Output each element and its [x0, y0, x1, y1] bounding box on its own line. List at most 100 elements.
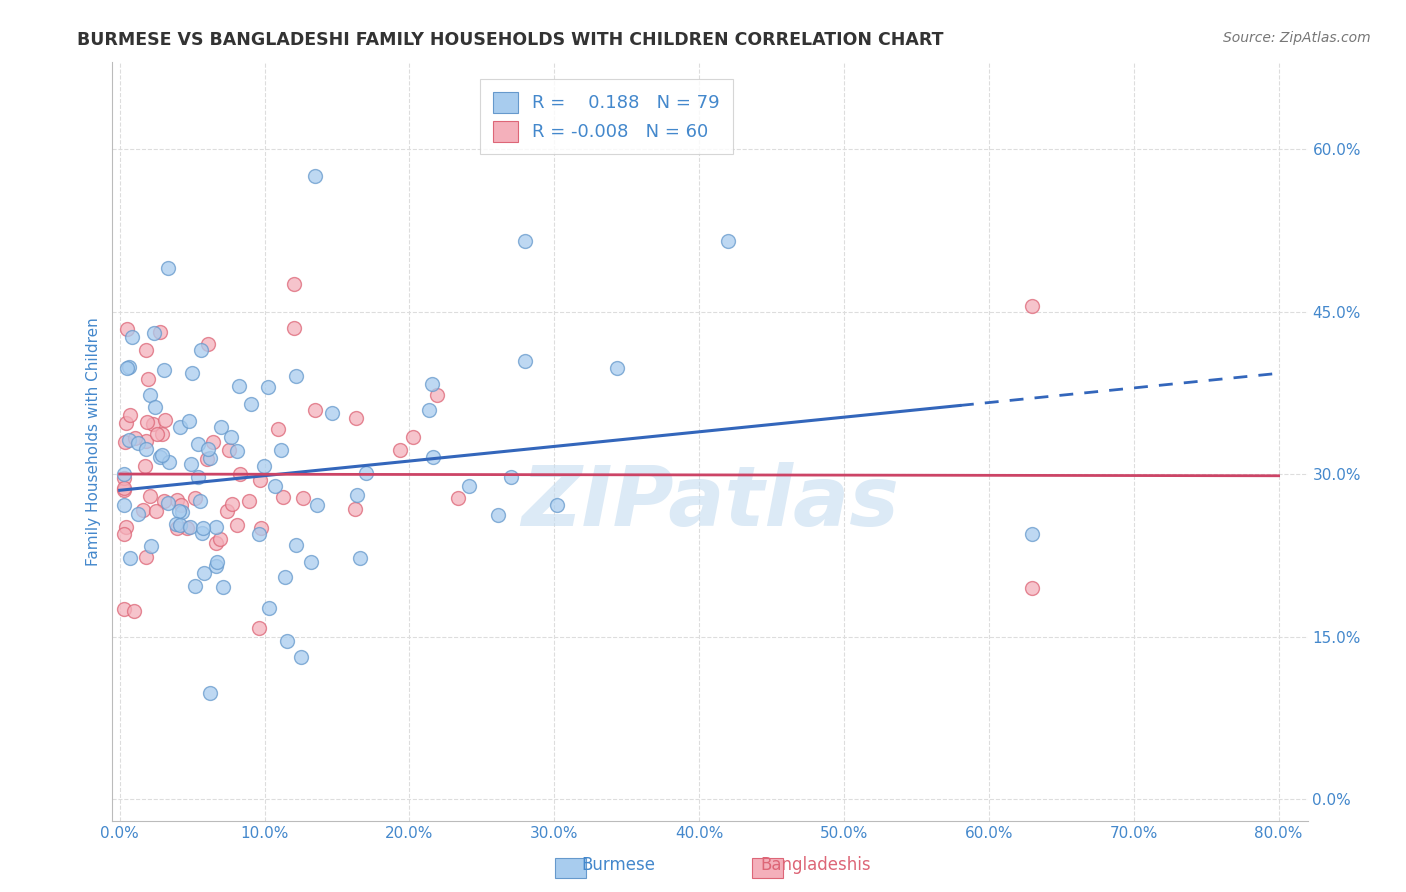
- Point: [112, 481, 135, 495]
- Point: [115, 520, 138, 534]
- Point: [266, 422, 288, 436]
- Point: [157, 455, 180, 469]
- Point: [121, 330, 143, 344]
- Point: [139, 489, 162, 503]
- Point: [285, 369, 308, 384]
- Point: [188, 494, 211, 508]
- Point: [135, 442, 157, 456]
- Point: [117, 433, 139, 447]
- Point: [118, 408, 141, 422]
- Point: [606, 361, 628, 376]
- Point: [191, 526, 214, 541]
- Point: [257, 380, 280, 394]
- Point: [112, 602, 135, 616]
- Point: [200, 686, 222, 700]
- Text: Source: ZipAtlas.com: Source: ZipAtlas.com: [1223, 31, 1371, 45]
- Text: ZIPatlas: ZIPatlas: [522, 462, 898, 542]
- Point: [321, 406, 343, 420]
- Point: [127, 507, 149, 521]
- Point: [136, 415, 159, 429]
- Point: [273, 490, 295, 504]
- Point: [290, 649, 312, 664]
- Point: [247, 621, 270, 635]
- Point: [135, 550, 157, 565]
- Point: [249, 473, 271, 487]
- Point: [253, 458, 276, 473]
- Text: BURMESE VS BANGLADESHI FAMILY HOUSEHOLDS WITH CHILDREN CORRELATION CHART: BURMESE VS BANGLADESHI FAMILY HOUSEHOLDS…: [77, 31, 943, 49]
- Point: [343, 501, 366, 516]
- Point: [183, 491, 205, 505]
- Point: [190, 343, 212, 357]
- Point: [291, 491, 314, 505]
- Point: [143, 400, 166, 414]
- Point: [283, 321, 305, 335]
- Text: Bangladeshis: Bangladeshis: [761, 855, 870, 873]
- Point: [304, 169, 326, 184]
- Point: [166, 521, 188, 535]
- Point: [274, 570, 297, 584]
- Point: [167, 503, 190, 517]
- Point: [259, 601, 281, 615]
- Point: [187, 470, 209, 484]
- Point: [402, 430, 425, 444]
- Point: [124, 431, 146, 445]
- Point: [205, 558, 228, 573]
- Point: [250, 521, 273, 535]
- Point: [307, 498, 329, 512]
- Point: [238, 493, 260, 508]
- Point: [225, 444, 247, 458]
- Point: [389, 442, 412, 457]
- Point: [170, 498, 193, 512]
- Point: [193, 566, 215, 581]
- Point: [135, 434, 157, 448]
- Point: [150, 448, 173, 462]
- Point: [179, 519, 201, 533]
- Point: [139, 539, 162, 553]
- Point: [215, 504, 238, 518]
- Point: [197, 336, 219, 351]
- Point: [229, 467, 252, 482]
- Point: [172, 505, 194, 519]
- Point: [176, 521, 198, 535]
- Point: [114, 434, 136, 449]
- Point: [299, 555, 322, 569]
- Legend: R =    0.188   N = 79, R = -0.008   N = 60: R = 0.188 N = 79, R = -0.008 N = 60: [479, 79, 733, 154]
- Point: [344, 410, 367, 425]
- Point: [239, 397, 262, 411]
- Point: [221, 498, 243, 512]
- Point: [422, 450, 444, 464]
- Point: [515, 234, 537, 248]
- Text: Burmese: Burmese: [582, 855, 655, 873]
- Point: [205, 556, 228, 570]
- Point: [447, 491, 470, 506]
- Point: [179, 414, 201, 428]
- Point: [166, 517, 188, 532]
- Point: [149, 325, 172, 339]
- Point: [153, 363, 176, 377]
- Point: [1021, 299, 1043, 313]
- Point: [426, 388, 449, 402]
- Point: [142, 326, 165, 341]
- Point: [264, 479, 287, 493]
- Point: [226, 518, 249, 533]
- Point: [202, 435, 225, 450]
- Point: [153, 413, 176, 427]
- Point: [346, 488, 368, 502]
- Point: [112, 470, 135, 484]
- Point: [138, 388, 160, 402]
- Point: [181, 366, 204, 380]
- Point: [1021, 581, 1043, 595]
- Point: [418, 402, 440, 417]
- Point: [169, 420, 191, 434]
- Point: [209, 420, 232, 434]
- Point: [115, 360, 138, 375]
- Point: [304, 402, 326, 417]
- Point: [135, 343, 157, 358]
- Point: [247, 526, 270, 541]
- Point: [142, 417, 165, 431]
- Point: [112, 467, 135, 482]
- Point: [191, 521, 214, 535]
- Point: [150, 427, 173, 442]
- Point: [134, 459, 156, 474]
- Point: [112, 483, 135, 497]
